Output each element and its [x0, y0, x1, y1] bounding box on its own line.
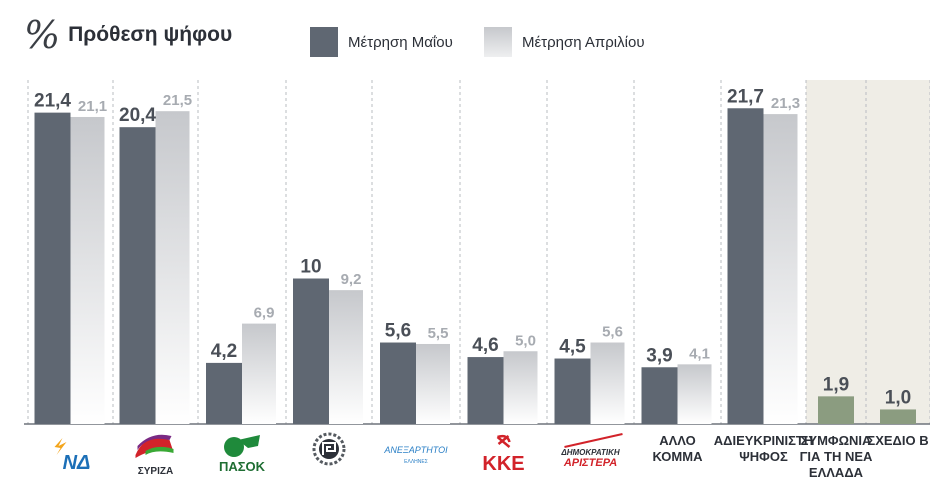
bar-april-1 — [155, 111, 190, 425]
bar-may-7 — [641, 367, 678, 424]
category-label-line: ΕΛΛΑΔΑ — [809, 465, 864, 480]
category-3 — [312, 432, 346, 466]
small-parties-background — [806, 80, 930, 424]
anel-logo-icon: ΑΝΕΞΑΡΤΗΤΟΙ ΕΛΛΗΝΕΣ — [383, 445, 448, 465]
bar-may-8 — [727, 108, 764, 424]
nd-logo-icon: ΝΔ — [54, 438, 91, 474]
value-label-may-1: 20,4 — [119, 105, 156, 126]
value-label-april-1: 21,5 — [163, 92, 192, 109]
value-label-april-8: 21,3 — [771, 95, 800, 112]
dimar-logo-text: ΔΗΜΟΚΡΑΤΙΚΗ — [560, 448, 619, 457]
category-label-line: ΣΥΜΦΩΝΙΑ — [801, 433, 872, 448]
syriza-flag-green — [145, 446, 174, 455]
value-label-may-9: 1,9 — [823, 374, 849, 395]
legend-swatch-may — [310, 27, 338, 57]
category-5: ΚΚΕ — [482, 434, 525, 475]
dimar-logo-subtext: ΑΡΙΣΤΕΡΑ — [563, 457, 617, 469]
bar-april-5 — [503, 351, 538, 424]
value-label-april-0: 21,1 — [78, 98, 107, 115]
kke-logo-icon: ΚΚΕ — [482, 434, 525, 475]
chart-title-text: Πρόθεση ψήφου — [68, 23, 233, 46]
bar-may-3 — [293, 278, 329, 424]
bar-may-4 — [380, 342, 416, 424]
pasok-logo-text: ΠΑΣΟΚ — [219, 459, 266, 474]
value-label-may-10: 1,0 — [885, 387, 911, 408]
category-1: ΣΥΡΙΖΑ — [135, 434, 174, 477]
category-0: ΝΔ — [54, 438, 91, 474]
kke-logo-text: ΚΚΕ — [482, 453, 524, 475]
bar-april-8 — [763, 114, 798, 425]
bar-may-10 — [880, 409, 916, 424]
bar-april-7 — [677, 364, 712, 424]
value-label-may-5: 4,6 — [472, 335, 498, 356]
legend-item-april: Μέτρηση Απριλίου — [484, 27, 645, 57]
category-label-line: ΑΔΙΕΥΚΡΙΝΙΣΤΗ — [714, 433, 814, 448]
legend-label-april: Μέτρηση Απριλίου — [522, 33, 645, 51]
category-label-line: ΓΙΑ ΤΗ ΝΕΑ — [800, 449, 873, 464]
nd-torch-shape — [54, 438, 67, 455]
golden-dawn-meander — [322, 442, 336, 455]
syriza-flag-purple — [137, 434, 172, 450]
bar-april-3 — [329, 290, 363, 424]
category-2: ΠΑΣΟΚ — [219, 435, 266, 474]
value-label-may-0: 21,4 — [34, 91, 71, 112]
bar-may-6 — [554, 358, 591, 424]
value-label-april-7: 4,1 — [689, 345, 710, 362]
value-label-april-6: 5,6 — [602, 324, 623, 341]
category-4: ΑΝΕΞΑΡΤΗΤΟΙ ΕΛΛΗΝΕΣ — [383, 445, 448, 465]
bar-may-1 — [119, 127, 156, 425]
bar-april-2 — [242, 323, 276, 424]
bar-april-0 — [70, 116, 105, 425]
percent-symbol: % — [24, 13, 61, 57]
value-label-may-4: 5,6 — [385, 321, 411, 342]
anel-logo-subtext: ΕΛΛΗΝΕΣ — [404, 459, 428, 465]
value-label-may-2: 4,2 — [211, 341, 237, 362]
golden-dawn-wreath — [312, 432, 346, 466]
value-label-may-6: 4,5 — [559, 337, 586, 358]
golden-dawn-logo-icon — [312, 432, 346, 466]
pasok-logo-icon: ΠΑΣΟΚ — [219, 435, 266, 474]
bar-may-9 — [818, 396, 854, 424]
syriza-logo-icon: ΣΥΡΙΖΑ — [135, 434, 174, 477]
category-label-line: ΚΟΜΜΑ — [653, 449, 704, 464]
chart-title: % Πρόθεση ψήφου — [24, 10, 232, 60]
category-10: ΣΧΕΔΙΟ Β — [867, 433, 928, 448]
category-label-line: ΣΧΕΔΙΟ Β — [867, 433, 928, 448]
pasok-sun-ray — [238, 435, 260, 448]
value-label-april-2: 6,9 — [254, 305, 275, 322]
value-label-april-4: 5,5 — [428, 325, 449, 342]
bar-may-0 — [34, 112, 71, 424]
anel-logo-text: ΑΝΕΞΑΡΤΗΤΟΙ — [383, 445, 448, 455]
nd-logo-text: ΝΔ — [63, 452, 91, 474]
hammer-sickle-icon — [496, 434, 511, 448]
category-label-line: ΑΛΛΟ — [659, 433, 696, 448]
syriza-logo-text: ΣΥΡΙΖΑ — [138, 466, 173, 477]
value-label-may-8: 21,7 — [727, 86, 764, 107]
value-label-may-3: 10 — [300, 257, 321, 278]
bar-may-2 — [206, 362, 242, 424]
dimar-red-stroke — [564, 433, 623, 448]
value-label-may-7: 3,9 — [646, 345, 672, 366]
bar-april-6 — [590, 342, 625, 424]
bar-may-5 — [467, 357, 504, 424]
bar-april-4 — [416, 343, 450, 424]
legend-label-may: Μέτρηση Μαΐου — [348, 33, 453, 51]
value-label-april-5: 5,0 — [515, 332, 536, 349]
value-label-april-3: 9,2 — [341, 271, 362, 288]
pasok-sun-shape — [224, 437, 244, 457]
legend-swatch-april — [484, 27, 512, 57]
legend-item-may: Μέτρηση Μαΐου — [310, 27, 453, 57]
category-label-line: ΨΗΦΟΣ — [739, 449, 788, 464]
